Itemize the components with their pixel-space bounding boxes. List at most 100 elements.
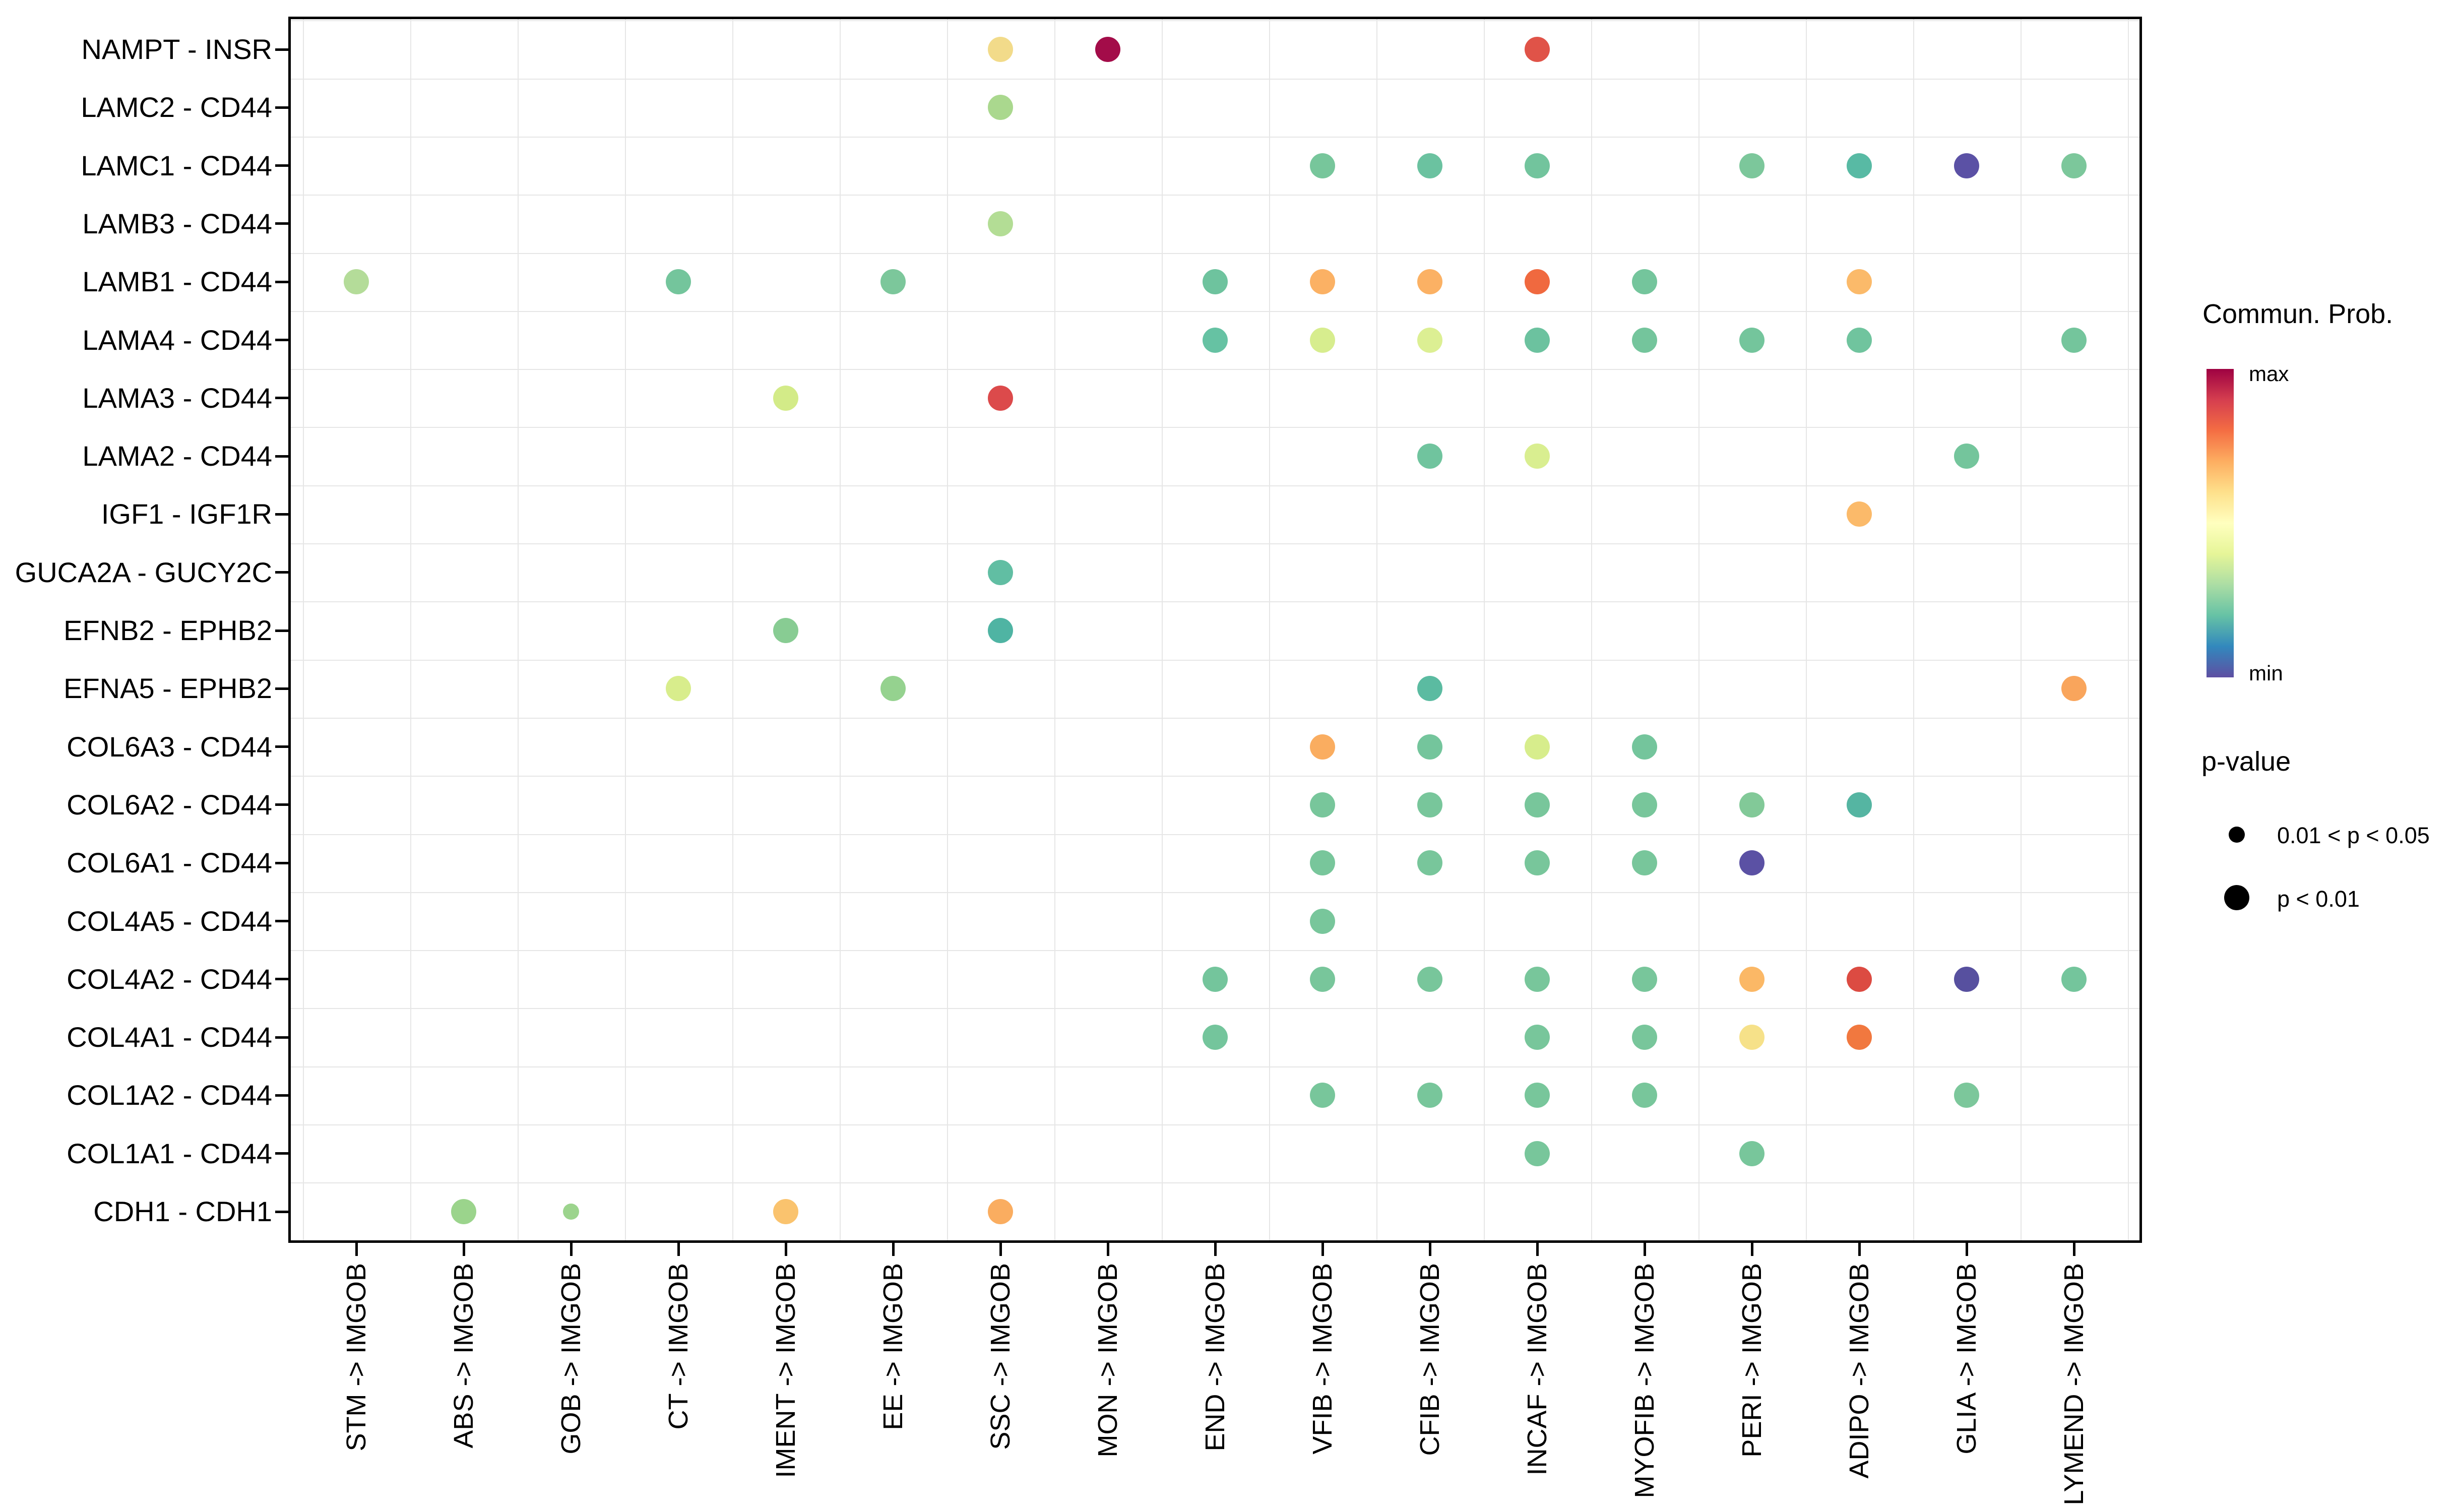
data-point (1417, 153, 1442, 178)
gridline-vertical (1161, 19, 1163, 1240)
y-axis-label: LAMC1 - CD44 (81, 149, 272, 181)
data-point (1203, 966, 1228, 992)
y-axis-tick (275, 745, 288, 748)
data-point (1632, 1025, 1657, 1050)
y-axis-tick (275, 803, 288, 806)
y-axis-tick (275, 920, 288, 922)
y-axis-label: COL6A3 - CD44 (67, 730, 272, 763)
data-point (1739, 1025, 1765, 1050)
data-point (1632, 792, 1657, 817)
data-point (2061, 966, 2087, 992)
data-point (1954, 966, 1979, 992)
data-point (988, 559, 1013, 585)
y-axis-tick (275, 1152, 288, 1155)
gridline-horizontal (291, 369, 2139, 370)
data-point (773, 1199, 798, 1224)
x-axis-tick (784, 1243, 787, 1256)
data-point (988, 95, 1013, 120)
gridline-horizontal (291, 136, 2139, 138)
gridline-vertical (410, 19, 411, 1240)
gridline-vertical (947, 19, 948, 1240)
y-axis-label: COL6A1 - CD44 (67, 847, 272, 879)
data-point (1632, 269, 1657, 295)
data-point (1632, 327, 1657, 353)
gridline-horizontal (291, 950, 2139, 952)
y-axis-tick (275, 1094, 288, 1097)
y-axis-tick (275, 861, 288, 864)
y-axis-tick (275, 164, 288, 167)
x-axis-tick (462, 1243, 465, 1256)
pvalue-small-dot-icon (2229, 827, 2245, 843)
x-axis-label: GOB -> IMGOB (556, 1263, 586, 1455)
data-point (1310, 153, 1335, 178)
gridline-horizontal (291, 485, 2139, 486)
y-axis-label: IGF1 - IGF1R (101, 498, 272, 530)
y-axis-label: LAMA3 - CD44 (82, 382, 272, 414)
x-axis-label: MYOFIB -> IMGOB (1629, 1263, 1660, 1498)
gridline-vertical (2127, 19, 2129, 1240)
y-axis-label: CDH1 - CDH1 (93, 1195, 272, 1227)
data-point (2061, 327, 2087, 353)
data-point (1525, 850, 1550, 876)
x-axis-label: ADIPO -> IMGOB (1844, 1263, 1874, 1479)
gridline-horizontal (291, 1066, 2139, 1067)
x-axis-tick (1750, 1243, 1753, 1256)
y-axis-label: LAMC2 - CD44 (81, 91, 272, 123)
data-point (1847, 501, 1872, 527)
data-point (1310, 850, 1335, 876)
y-axis-label: NAMPT - INSR (81, 33, 272, 65)
y-axis-tick (275, 222, 288, 225)
data-point (1847, 269, 1872, 295)
gridline-vertical (1805, 19, 1807, 1240)
x-axis-tick (1214, 1243, 1217, 1256)
x-axis-tick (1536, 1243, 1539, 1256)
pvalue-large-dot-icon (2224, 885, 2249, 910)
x-axis-label: SSC -> IMGOB (985, 1263, 1016, 1450)
x-axis-label: IMENT -> IMGOB (771, 1263, 801, 1478)
pvalue-title: p-value (2201, 746, 2291, 777)
x-axis-tick (677, 1243, 680, 1256)
data-point (1310, 908, 1335, 934)
data-point (1310, 792, 1335, 817)
data-point (344, 269, 369, 295)
y-axis-tick (275, 280, 288, 283)
gridline-vertical (1591, 19, 1592, 1240)
x-axis-tick (355, 1243, 358, 1256)
x-axis-tick (1321, 1243, 1324, 1256)
gridline-vertical (1376, 19, 1377, 1240)
data-point (1417, 1083, 1442, 1108)
data-point (1417, 444, 1442, 469)
data-point (1739, 1141, 1765, 1166)
data-point (880, 269, 906, 295)
gridline-horizontal (291, 601, 2139, 603)
gridline-horizontal (291, 892, 2139, 893)
x-axis-label: PERI -> IMGOB (1737, 1263, 1767, 1458)
x-axis-label: VFIB -> IMGOB (1307, 1263, 1338, 1455)
gridline-vertical (1054, 19, 1055, 1240)
gridline-vertical (1483, 19, 1485, 1240)
data-point (1417, 966, 1442, 992)
y-axis-tick (275, 978, 288, 981)
gridline-horizontal (291, 776, 2139, 777)
data-point (1417, 734, 1442, 760)
data-point (1525, 792, 1550, 817)
gridline-vertical (624, 19, 626, 1240)
data-point (1525, 444, 1550, 469)
gridline-horizontal (291, 1124, 2139, 1126)
y-axis-tick (275, 455, 288, 458)
x-axis-label: STM -> IMGOB (341, 1263, 371, 1452)
data-point (1847, 153, 1872, 178)
data-point (1954, 153, 1979, 178)
data-point (1632, 734, 1657, 760)
x-axis-label: EE -> IMGOB (878, 1263, 908, 1430)
data-point (1739, 966, 1765, 992)
plot-panel (288, 17, 2142, 1243)
gridline-vertical (1913, 19, 1914, 1240)
x-axis-label: INCAF -> IMGOB (1522, 1263, 1552, 1476)
y-axis-label: LAMA4 - CD44 (82, 324, 272, 356)
y-axis-label: COL1A1 - CD44 (67, 1137, 272, 1169)
gridline-vertical (1269, 19, 1270, 1240)
data-point (988, 37, 1013, 62)
gridline-horizontal (291, 1008, 2139, 1010)
data-point (1739, 792, 1765, 817)
